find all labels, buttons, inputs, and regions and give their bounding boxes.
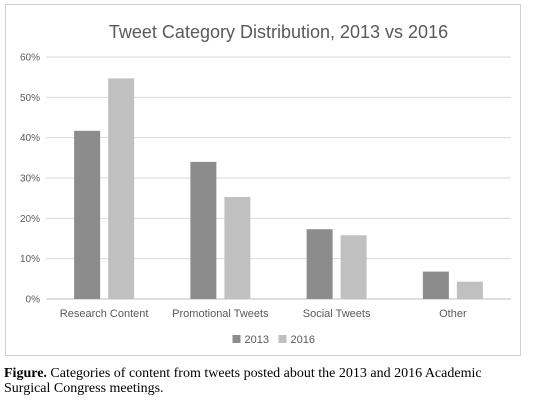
category-label: Other (439, 308, 467, 320)
bar-2016 (224, 196, 251, 299)
legend-swatch-2013 (232, 335, 241, 343)
bar-2016 (340, 235, 367, 299)
legend-label-2013: 2013 (245, 334, 269, 346)
bar-2013 (422, 271, 449, 299)
y-tick-label: 20% (20, 214, 40, 225)
y-tick-label: 50% (20, 93, 40, 104)
category-label: Social Tweets (303, 308, 371, 320)
y-axis-ticks: 0% 10% 20% 30% 40% 50% 60% (20, 53, 40, 306)
legend: 2013 2016 (232, 334, 315, 346)
y-tick-label: 40% (20, 133, 40, 144)
y-tick-label: 60% (20, 53, 40, 64)
bar-2016 (108, 78, 135, 299)
caption-text: Categories of content from tweets posted… (4, 366, 482, 396)
caption-label: Figure. (4, 366, 47, 381)
bar-2013 (190, 161, 217, 299)
category-label: Promotional Tweets (172, 308, 269, 320)
legend-label-2016: 2016 (291, 334, 315, 346)
chart-area: Tweet Category Distribution, 2013 vs 201… (5, 4, 521, 356)
y-tick-label: 10% (20, 254, 40, 265)
bars (74, 78, 483, 299)
bar-2016 (456, 281, 483, 299)
figure-caption: Figure. Categories of content from tweet… (4, 366, 529, 396)
y-tick-label: 30% (20, 174, 40, 185)
bar-2013 (306, 229, 333, 299)
x-axis-categories: Research Content Promotional Tweets Social… (60, 308, 467, 320)
bar-2013 (74, 130, 101, 299)
bar-chart: Tweet Category Distribution, 2013 vs 201… (20, 22, 511, 346)
chart-title: Tweet Category Distribution, 2013 vs 201… (109, 22, 448, 42)
category-label: Research Content (60, 308, 149, 320)
legend-swatch-2016 (278, 335, 287, 343)
y-tick-label: 0% (26, 295, 41, 306)
